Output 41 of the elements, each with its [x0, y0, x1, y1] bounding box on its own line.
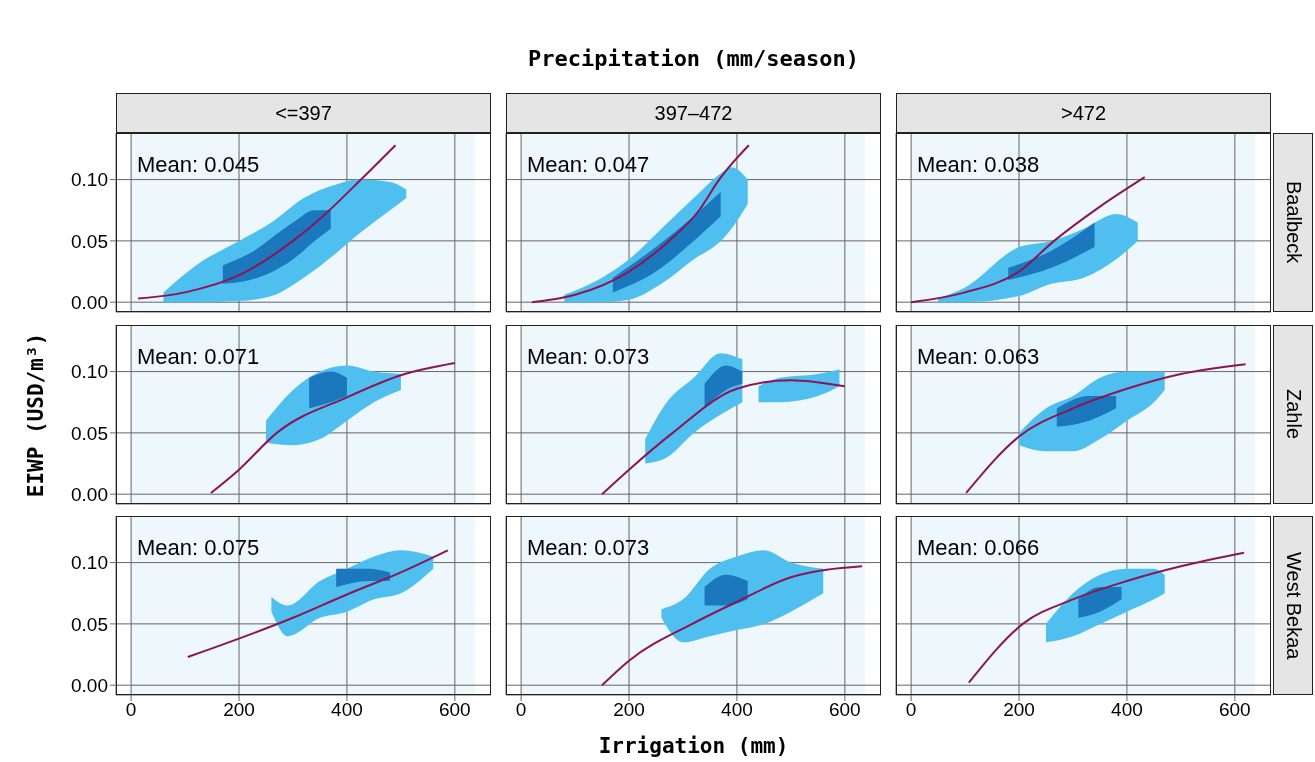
- y-tick-label: 0.00: [71, 291, 108, 313]
- x-tick-label: 600: [1219, 699, 1251, 721]
- annotation: Mean: 0.066: [917, 535, 1040, 561]
- y-tick-label: 0.05: [71, 422, 108, 444]
- x-tick-label: 200: [613, 699, 645, 721]
- x-tick-label: 400: [331, 699, 363, 721]
- annotation: Mean: 0.045: [137, 152, 260, 178]
- chart-subtitle: 397–472: [506, 93, 881, 133]
- line-series: [137, 144, 397, 300]
- x-tick-label: 200: [223, 699, 255, 721]
- y-tick-label: 0.00: [71, 674, 108, 696]
- annotation: Mean: 0.063: [917, 344, 1040, 370]
- annotation: Mean: 0.073: [527, 535, 650, 561]
- line-series: [209, 362, 456, 494]
- y2-axis-title: Baalbeck: [1273, 133, 1313, 312]
- annotation: Mean: 0.047: [527, 152, 650, 178]
- x-tick-label: 400: [721, 699, 753, 721]
- annotation: Mean: 0.071: [137, 344, 260, 370]
- y-tick-label: 0.10: [71, 361, 108, 383]
- chart-subtitle: <=397: [116, 93, 491, 133]
- y-tick-label: 0.10: [71, 169, 108, 191]
- chart-subtitle: >472: [896, 93, 1271, 133]
- x-tick-label: 0: [515, 699, 527, 721]
- y-tick-label: 0.10: [71, 552, 108, 574]
- annotation: Mean: 0.038: [917, 152, 1040, 178]
- x-tick-label: 200: [1003, 699, 1035, 721]
- annotation: Mean: 0.075: [137, 535, 260, 561]
- y-tick-label: 0.05: [71, 230, 108, 252]
- x-tick-label: 0: [905, 699, 917, 721]
- y2-axis-title: Zahle: [1273, 325, 1313, 504]
- x-axis-title: Irrigation (mm): [597, 734, 790, 758]
- y-tick-label: 0.05: [71, 613, 108, 635]
- y-tick-label: 0.00: [71, 483, 108, 505]
- annotation: Mean: 0.073: [527, 344, 650, 370]
- x-tick-label: 600: [439, 699, 471, 721]
- x-tick-label: 400: [1111, 699, 1143, 721]
- chart-title: Precipitation (mm/season): [527, 46, 860, 71]
- x-tick-label: 0: [125, 699, 137, 721]
- y-axis-title: EIWP (USD/m³): [24, 332, 48, 497]
- y2-axis-title: West Bekaa: [1273, 516, 1313, 695]
- x-tick-label: 600: [829, 699, 861, 721]
